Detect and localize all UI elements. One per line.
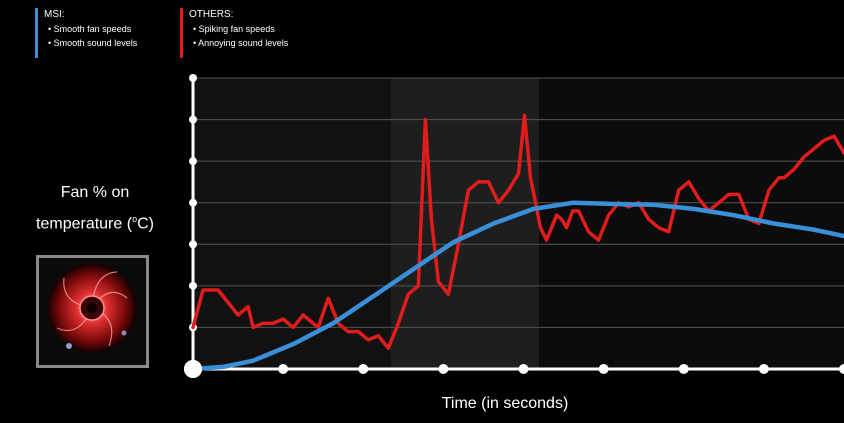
legend-msi-item: • Smooth fan speeds: [48, 24, 132, 34]
y-axis-label-suffix: C): [137, 215, 154, 233]
legend-msi-title: MSI:: [44, 9, 65, 20]
x-tick-dot: [839, 364, 844, 374]
y-axis-label: Fan % on temperature (oC): [20, 180, 170, 237]
origin-dot-front: [184, 360, 202, 378]
x-tick-dot: [358, 364, 369, 374]
legend-others-item: • Spiking fan speeds: [193, 24, 275, 34]
y-axis-label-line2: temperature (: [36, 215, 133, 233]
legend-others: OTHERS: • Spiking fan speeds • Annoying …: [180, 8, 289, 58]
red-led-fan-icon: [48, 264, 136, 352]
x-tick-dot: [758, 364, 769, 374]
fan-image: [36, 255, 149, 368]
plot-background-right: [539, 78, 844, 369]
x-tick-dot: [278, 364, 289, 374]
x-axis-label: Time (in seconds): [441, 395, 569, 412]
series-line-others: [191, 113, 844, 350]
x-tick-dot: [518, 364, 529, 374]
series-line-msi: [190, 200, 844, 372]
legend-others-color-bar: [180, 8, 183, 58]
legend-msi-item: • Smooth sound levels: [48, 38, 138, 48]
legend-msi: MSI: • Smooth fan speeds • Smooth sound …: [35, 8, 138, 58]
plot-highlight-band: [391, 78, 539, 369]
legend-others-title: OTHERS:: [189, 9, 234, 20]
x-tick-dot: [598, 364, 609, 374]
y-axis-label-unit: o: [132, 214, 138, 224]
legend-msi-color-bar: [35, 8, 38, 58]
legend-others-item: • Annoying sound levels: [193, 38, 289, 48]
y-axis-label-line1: Fan % on: [60, 184, 130, 201]
x-tick-dot: [438, 364, 449, 374]
x-tick-dot: [678, 364, 689, 374]
